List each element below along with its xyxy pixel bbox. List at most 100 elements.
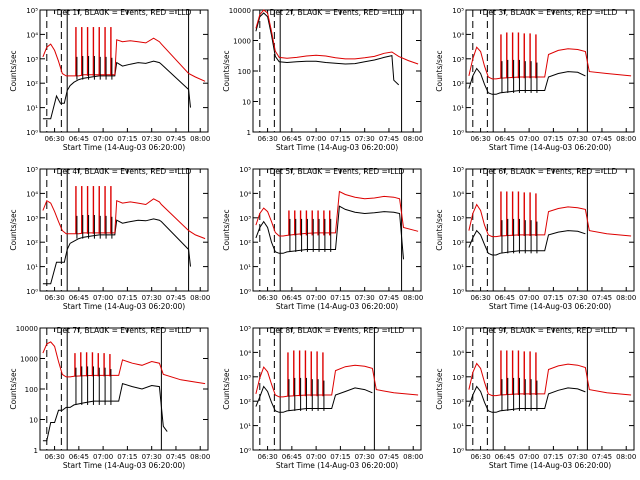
x-tick-label: 07:15 — [330, 294, 350, 302]
x-tick-label: 07:15 — [543, 453, 563, 461]
chart-title: Det 3f, BLACK = Events, RED = LLD — [483, 8, 618, 17]
y-axis-label: Counts/sec — [222, 368, 231, 409]
x-axis-label: Start Time (14-Aug-03 06:20:00) — [276, 461, 398, 470]
y-tick-label: 10000 — [229, 7, 251, 15]
x-tick-label: 06:45 — [69, 135, 89, 143]
x-tick-label: 06:30 — [257, 135, 277, 143]
y-axis-label: Counts/sec — [435, 50, 444, 91]
y-tick-label: 10³ — [452, 56, 464, 64]
plot-frame — [39, 168, 209, 292]
y-axis-label: Counts/sec — [222, 50, 231, 91]
x-tick-label: 07:30 — [142, 294, 162, 302]
y-tick-label: 10⁵ — [452, 325, 464, 333]
y-tick-label: 10³ — [239, 374, 251, 382]
y-axis-label: Counts/sec — [435, 368, 444, 409]
chart-title: Det 6f, BLACK = Events, RED = LLD — [483, 167, 618, 176]
y-tick-label: 10³ — [452, 374, 464, 382]
y-tick-label: 10⁴ — [26, 31, 38, 39]
y-tick-label: 1 — [247, 129, 251, 137]
y-tick-label: 100 — [25, 386, 38, 394]
y-tick-label: 10³ — [452, 215, 464, 223]
x-tick-label: 07:00 — [519, 135, 539, 143]
events-series-line — [255, 12, 400, 86]
x-tick-label: 07:30 — [568, 135, 588, 143]
x-tick-label: 07:30 — [568, 453, 588, 461]
x-tick-label: 07:45 — [379, 294, 399, 302]
x-tick-label: 08:00 — [190, 135, 210, 143]
x-axis-label: Start Time (14-Aug-03 06:20:00) — [63, 302, 185, 311]
y-tick-label: 10⁵ — [26, 7, 38, 15]
chart-title: Det 2f, BLACK = Events, RED = LLD — [270, 8, 405, 17]
chart-title: Det 4f, BLACK = Events, RED = LLD — [57, 167, 192, 176]
x-axis-label: Start Time (14-Aug-03 06:20:00) — [63, 143, 185, 152]
y-tick-label: 100 — [238, 68, 251, 76]
x-axis-label: Start Time (14-Aug-03 06:20:00) — [489, 461, 611, 470]
y-tick-label: 10² — [239, 398, 251, 406]
x-tick-label: 08:00 — [403, 294, 423, 302]
y-tick-label: 10¹ — [26, 264, 38, 272]
x-tick-label: 07:00 — [519, 294, 539, 302]
x-tick-label: 08:00 — [616, 294, 636, 302]
x-tick-label: 08:00 — [403, 453, 423, 461]
y-tick-label: 10¹ — [452, 105, 464, 113]
x-axis-label: Start Time (14-Aug-03 06:20:00) — [489, 143, 611, 152]
x-tick-label: 07:30 — [355, 453, 375, 461]
y-tick-label: 10³ — [239, 215, 251, 223]
chart-title: Det 7f, BLACK = Events, RED = LLD — [57, 326, 192, 335]
x-tick-label: 07:15 — [543, 135, 563, 143]
y-axis-label: Counts/sec — [9, 209, 18, 250]
y-tick-label: 10⁴ — [26, 190, 38, 198]
lld-series-line — [255, 190, 419, 237]
chart-panel-8: 10⁰ 10¹ 10² 10³ 10⁴ 10⁵ 06:30 06:45 07:00 07:15 07… — [222, 325, 423, 470]
y-tick-label: 10⁴ — [452, 31, 464, 39]
x-tick-label: 06:30 — [44, 135, 64, 143]
chart-panel-1: 10⁰ 10¹ 10² 10³ 10⁴ 10⁵ 06:30 06:45 07:00 07:15 07… — [9, 7, 210, 152]
x-tick-label: 07:15 — [543, 294, 563, 302]
x-tick-label: 06:30 — [470, 453, 490, 461]
x-tick-label: 06:45 — [282, 453, 302, 461]
x-tick-label: 08:00 — [403, 135, 423, 143]
chart-panel-2: 1 10 100 1000 10000 06:30 06:45 07:00 07:15 07:30… — [222, 7, 423, 152]
x-tick-label: 07:45 — [592, 135, 612, 143]
x-tick-label: 06:45 — [69, 453, 89, 461]
chart-panel-5: 10⁰ 10¹ 10² 10³ 10⁴ 10⁵ 06:30 06:45 07:00 07:15 07… — [222, 166, 423, 311]
y-axis-label: Counts/sec — [435, 209, 444, 250]
plot-frame — [252, 168, 422, 292]
x-tick-label: 07:00 — [93, 453, 113, 461]
y-tick-label: 10⁴ — [452, 190, 464, 198]
y-tick-label: 10⁰ — [239, 447, 251, 455]
events-series-line — [255, 385, 373, 413]
x-tick-label: 07:45 — [166, 135, 186, 143]
y-tick-label: 10¹ — [452, 264, 464, 272]
y-tick-label: 10¹ — [239, 264, 251, 272]
y-tick-label: 1 — [34, 447, 38, 455]
x-tick-label: 08:00 — [616, 453, 636, 461]
y-tick-label: 10¹ — [452, 423, 464, 431]
plot-frame — [39, 327, 209, 451]
y-tick-label: 10⁴ — [239, 190, 251, 198]
lld-series-line — [42, 198, 206, 240]
y-tick-label: 10⁰ — [452, 447, 464, 455]
x-tick-label: 08:00 — [616, 135, 636, 143]
x-tick-label: 07:15 — [117, 294, 137, 302]
x-tick-label: 07:15 — [117, 453, 137, 461]
chart-title: Det 9f, BLACK = Events, RED = LLD — [483, 326, 618, 335]
x-tick-label: 06:30 — [257, 453, 277, 461]
y-tick-label: 10⁴ — [452, 349, 464, 357]
y-tick-label: 10² — [452, 239, 464, 247]
events-series-line — [255, 205, 404, 260]
plot-frame — [252, 327, 422, 451]
x-tick-label: 07:00 — [93, 135, 113, 143]
y-tick-label: 10⁰ — [26, 288, 38, 296]
plot-frame — [39, 9, 209, 133]
chart-title: Det 5f, BLACK = Events, RED = LLD — [270, 167, 405, 176]
x-tick-label: 07:15 — [117, 135, 137, 143]
y-tick-label: 10² — [239, 239, 251, 247]
y-tick-label: 10⁴ — [239, 349, 251, 357]
x-tick-label: 07:45 — [166, 294, 186, 302]
x-tick-label: 07:45 — [592, 294, 612, 302]
x-tick-label: 06:45 — [495, 135, 515, 143]
x-tick-label: 06:30 — [470, 294, 490, 302]
x-tick-label: 07:45 — [379, 135, 399, 143]
x-tick-label: 07:45 — [592, 453, 612, 461]
